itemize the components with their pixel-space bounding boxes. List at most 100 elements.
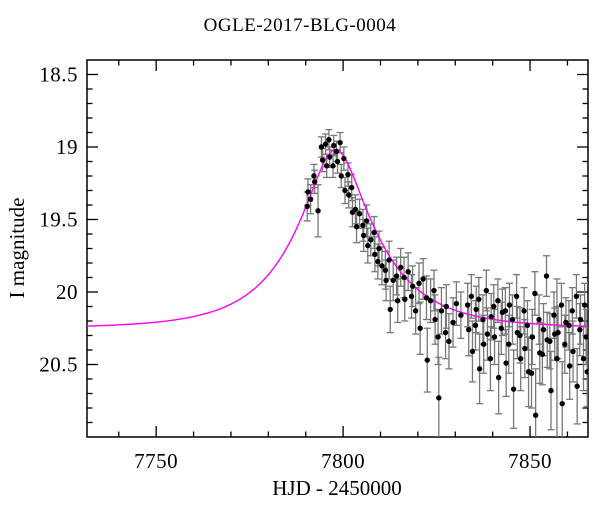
data-point [464, 302, 471, 308]
data-point [484, 331, 491, 337]
data-point [510, 386, 517, 392]
data-point [345, 171, 351, 178]
data-point [338, 173, 344, 179]
data-point [476, 366, 483, 372]
data-point [376, 245, 382, 252]
data-point [427, 298, 434, 304]
data-point [423, 295, 430, 301]
data-point [331, 142, 337, 149]
data-point [483, 287, 490, 294]
data-point [432, 316, 438, 323]
data-point [360, 232, 367, 239]
error-bars [303, 128, 588, 437]
data-point [318, 144, 325, 150]
data-point [559, 400, 565, 407]
chart-title: OGLE-2017-BLG-0004 [204, 15, 397, 36]
data-point [353, 224, 360, 230]
data-point [583, 334, 588, 340]
y-axis-label: I magnitude [5, 198, 29, 299]
data-point [532, 412, 539, 418]
data-point [424, 357, 430, 363]
data-point [330, 163, 336, 169]
data-point [509, 316, 516, 323]
data-point [458, 312, 464, 318]
data-point [360, 222, 366, 228]
data-point [577, 327, 583, 333]
data-point [394, 298, 401, 304]
data-point [469, 348, 476, 355]
data-point [577, 316, 584, 323]
data-point [397, 264, 404, 271]
data-point [491, 334, 498, 340]
data-point [472, 322, 479, 329]
data-point [365, 242, 371, 249]
data-point [382, 267, 389, 273]
data-point [311, 173, 317, 179]
data-point [315, 208, 321, 214]
data-point [417, 325, 423, 331]
data-point [450, 319, 456, 326]
data-point [372, 251, 378, 257]
data-point [412, 308, 419, 314]
data-point [488, 313, 494, 320]
data-point [401, 274, 407, 281]
data-point [387, 306, 393, 313]
data-point [528, 370, 535, 376]
data-point [518, 356, 524, 362]
data-point [581, 302, 588, 308]
data-point [547, 338, 553, 344]
data-point [435, 334, 441, 340]
data-point [476, 296, 482, 302]
data-point [468, 293, 475, 300]
y-tick-label: 20.5 [39, 353, 78, 377]
data-point [416, 280, 422, 286]
data-point [495, 298, 501, 304]
data-point [443, 303, 449, 310]
data-points [304, 137, 588, 418]
x-axis [118, 60, 569, 437]
data-point [390, 277, 396, 284]
data-point [323, 163, 330, 169]
data-point [554, 356, 560, 362]
y-axis [87, 73, 588, 424]
data-point [408, 293, 415, 300]
data-point [584, 369, 588, 375]
data-point [532, 290, 538, 297]
data-point [409, 283, 416, 289]
data-point [480, 341, 487, 347]
x-tick-label: 7850 [508, 449, 552, 473]
data-point [558, 302, 565, 308]
data-point [379, 263, 385, 269]
y-tick-label: 20 [56, 280, 78, 304]
data-point [326, 137, 332, 143]
data-point [305, 189, 311, 195]
data-point [466, 327, 472, 333]
data-point [436, 395, 442, 401]
data-layer [87, 128, 588, 437]
data-point [562, 341, 568, 347]
data-point [307, 196, 314, 202]
data-point [540, 327, 547, 333]
data-point [522, 345, 528, 352]
data-point [431, 287, 437, 294]
data-point [580, 356, 587, 362]
data-point [402, 296, 408, 302]
data-point [506, 341, 512, 347]
data-point [363, 218, 370, 224]
data-point [503, 360, 509, 366]
data-point [569, 308, 575, 314]
data-point [383, 277, 389, 284]
data-point [349, 184, 355, 191]
data-point [438, 308, 445, 314]
data-point [346, 192, 352, 198]
plot-area: 7750 7800 7850 18.5 19 19.5 20 20.5 [39, 59, 589, 473]
data-point [513, 293, 520, 300]
data-point [539, 351, 546, 358]
data-point [473, 306, 479, 313]
data-point [543, 273, 550, 279]
data-point [487, 356, 494, 362]
data-point [420, 276, 426, 282]
data-point [491, 303, 497, 310]
data-point [566, 322, 572, 329]
